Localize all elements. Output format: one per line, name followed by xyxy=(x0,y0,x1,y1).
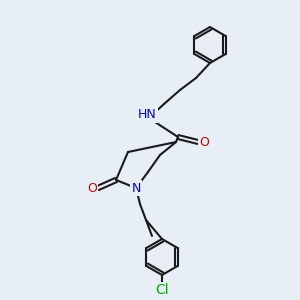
Text: O: O xyxy=(199,136,209,148)
Text: N: N xyxy=(131,182,141,194)
Text: HN: HN xyxy=(138,109,156,122)
Text: Cl: Cl xyxy=(155,283,169,297)
Text: O: O xyxy=(87,182,97,194)
